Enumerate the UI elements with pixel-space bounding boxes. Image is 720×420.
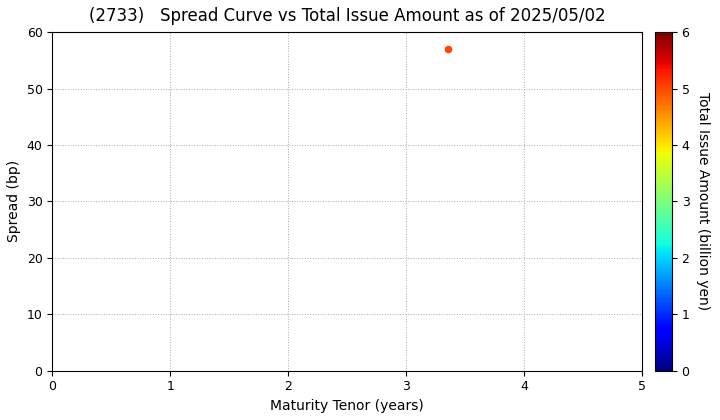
Y-axis label: Spread (bp): Spread (bp) xyxy=(7,160,21,242)
X-axis label: Maturity Tenor (years): Maturity Tenor (years) xyxy=(271,399,424,413)
Title: (2733)   Spread Curve vs Total Issue Amount as of 2025/05/02: (2733) Spread Curve vs Total Issue Amoun… xyxy=(89,7,606,25)
Y-axis label: Total Issue Amount (billion yen): Total Issue Amount (billion yen) xyxy=(696,92,711,310)
Point xyxy=(442,46,454,52)
